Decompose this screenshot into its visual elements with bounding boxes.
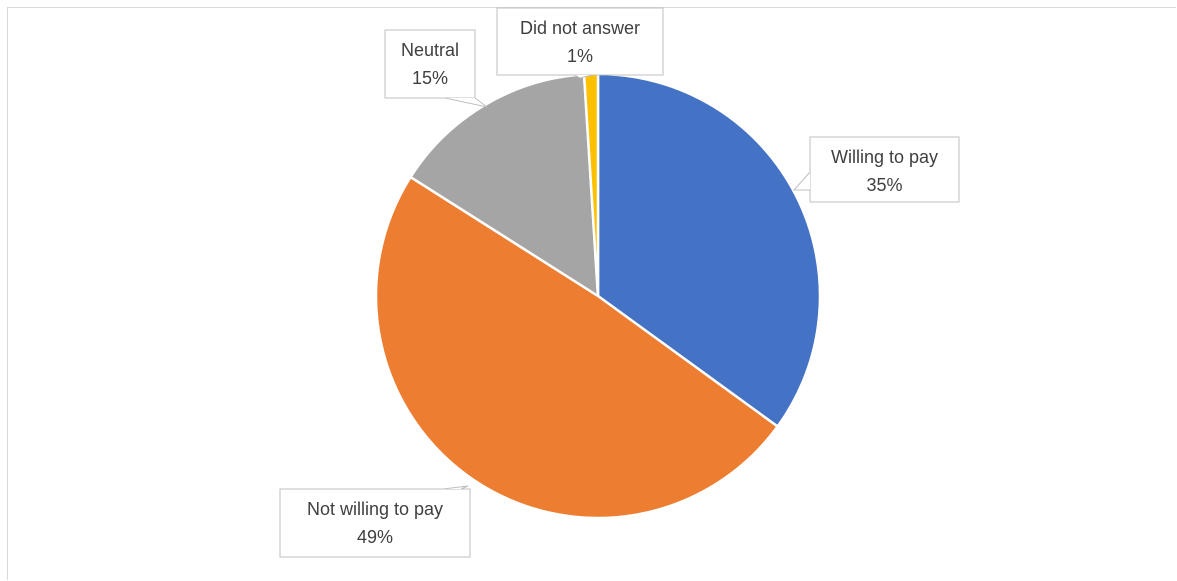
callout-pointer [574, 74, 593, 79]
callout-did-not-answer: Did not answer 1% [496, 7, 664, 79]
slice-percent: 15% [412, 68, 448, 88]
callout-pointer [444, 97, 488, 108]
slice-percent: 49% [357, 527, 393, 547]
callout-pointer [442, 485, 469, 490]
callout-box [279, 488, 471, 558]
data-label-callouts: Willing to pay 35% Not willing to pay 49% Ne… [279, 7, 960, 558]
slice-percent: 1% [567, 46, 593, 66]
callout-box [384, 29, 476, 99]
slice-label: Willing to pay [831, 147, 938, 167]
pie-slices [374, 72, 822, 520]
callout-pointer [792, 171, 811, 191]
slice-label: Not willing to pay [307, 499, 443, 519]
callout-neutral: Neutral 15% [384, 29, 488, 108]
callout-not-willing-to-pay: Not willing to pay 49% [279, 485, 471, 558]
callout-willing-to-pay: Willing to pay 35% [792, 136, 960, 203]
callout-box [496, 7, 664, 76]
slice-percent: 35% [866, 175, 902, 195]
slice-label: Neutral [401, 40, 459, 60]
slice-label: Did not answer [520, 18, 640, 38]
pie-slice-not-willing-to-pay [374, 175, 779, 520]
pie-slice-willing-to-pay [596, 72, 822, 428]
callout-box [809, 136, 960, 203]
